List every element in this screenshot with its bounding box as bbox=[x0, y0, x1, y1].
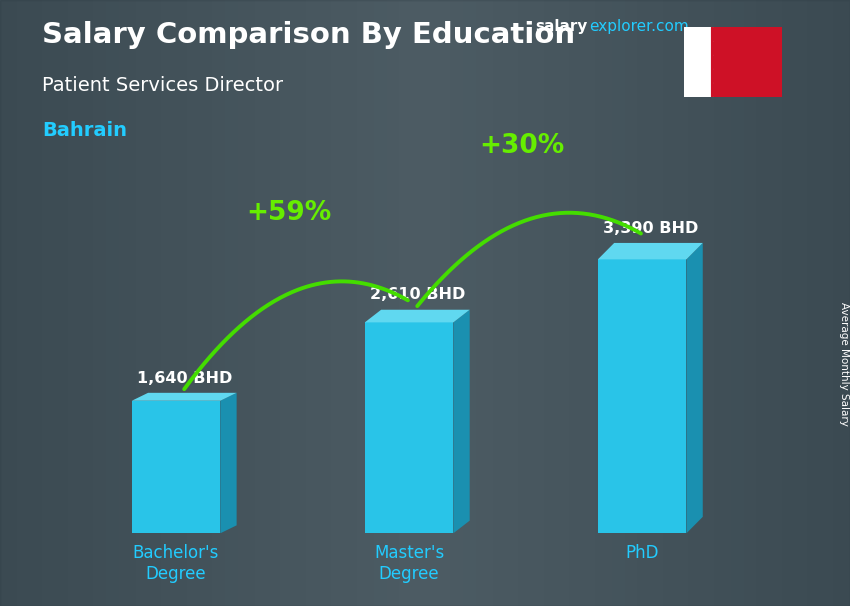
Polygon shape bbox=[132, 393, 236, 401]
Polygon shape bbox=[365, 322, 453, 533]
Polygon shape bbox=[132, 401, 220, 533]
Text: explorer.com: explorer.com bbox=[589, 19, 688, 35]
Text: Salary Comparison By Education: Salary Comparison By Education bbox=[42, 21, 575, 49]
Text: salary: salary bbox=[536, 19, 588, 35]
Polygon shape bbox=[453, 310, 470, 533]
Text: +59%: +59% bbox=[246, 200, 332, 226]
Polygon shape bbox=[220, 393, 236, 533]
Polygon shape bbox=[598, 243, 703, 259]
Polygon shape bbox=[711, 27, 725, 97]
Polygon shape bbox=[598, 259, 687, 533]
Polygon shape bbox=[687, 243, 703, 533]
Text: +30%: +30% bbox=[479, 133, 564, 159]
Text: Average Monthly Salary: Average Monthly Salary bbox=[839, 302, 849, 425]
Bar bbox=[684, 27, 711, 97]
Text: 2,610 BHD: 2,610 BHD bbox=[370, 287, 465, 302]
Text: 3,390 BHD: 3,390 BHD bbox=[603, 221, 698, 236]
Text: Bahrain: Bahrain bbox=[42, 121, 128, 140]
Text: 1,640 BHD: 1,640 BHD bbox=[137, 370, 232, 385]
Text: Patient Services Director: Patient Services Director bbox=[42, 76, 284, 95]
Polygon shape bbox=[365, 310, 470, 322]
